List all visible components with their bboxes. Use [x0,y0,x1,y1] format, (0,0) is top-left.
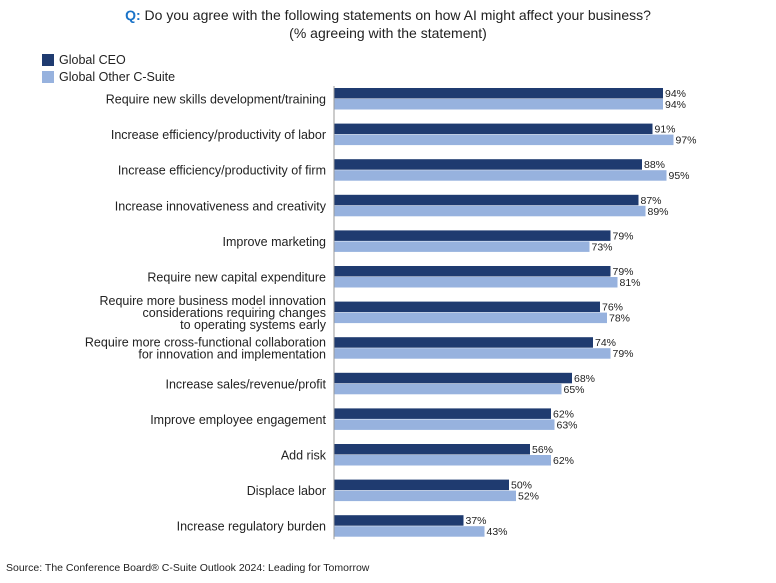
data-label-ceo: 76% [602,302,623,314]
legend: Global CEO Global Other C-Suite [42,51,175,85]
data-label-other-csuite: 79% [613,348,634,360]
bar-ceo [334,266,611,277]
bar-ceo [334,88,663,99]
data-label-other-csuite: 97% [676,135,697,147]
bar-ceo [334,515,464,526]
data-label-ceo: 91% [655,124,676,136]
legend-item-other-csuite: Global Other C-Suite [42,68,175,85]
data-label-ceo: 79% [613,266,634,278]
category-label-line: Displace labor [247,484,326,498]
category-label-line: Add risk [281,449,327,463]
category-label: Require more cross-functional collaborat… [85,336,326,362]
category-label: Increase efficiency/productivity of firm [118,164,326,178]
bar-other-csuite [334,419,555,430]
chart-title-block: Q: Do you agree with the following state… [0,6,776,42]
bar-other-csuite [334,241,590,252]
source-note: Source: The Conference Board® C-Suite Ou… [6,562,370,574]
data-label-other-csuite: 73% [592,241,613,253]
bar-ceo [334,159,642,170]
category-label: Require new capital expenditure [147,271,326,285]
data-label-ceo: 68% [574,373,595,385]
legend-swatch-other-csuite [42,70,54,83]
bar-ceo [334,337,593,348]
bar-ceo [334,444,530,455]
category-label-line: Increase innovativeness and creativity [115,199,327,213]
bar-other-csuite [334,348,611,359]
bar-other-csuite [334,277,618,288]
category-label-line: Increase efficiency/productivity of firm [118,164,326,178]
data-label-other-csuite: 95% [669,170,690,182]
category-label-line: Require more cross-functional collaborat… [85,336,326,350]
data-label-ceo: 88% [644,159,665,171]
category-label: Increase innovativeness and creativity [115,199,327,213]
category-label: Add risk [281,449,327,463]
category-label: Improve employee engagement [150,413,326,427]
bar-chart: Require new skills development/training 9… [85,86,697,540]
legend-label-ceo: Global CEO [59,52,126,67]
data-label-other-csuite: 43% [487,526,508,538]
category-label-line: Require more business model innovation [99,294,326,308]
bar-ceo [334,408,551,419]
data-label-other-csuite: 78% [609,313,630,325]
data-label-other-csuite: 52% [518,491,539,503]
bar-ceo [334,479,509,491]
category-label-line: Improve employee engagement [150,413,326,427]
bar-other-csuite [334,312,607,324]
category-label: Increase regulatory burden [177,520,326,534]
data-label-ceo: 74% [595,337,616,349]
data-label-ceo: 79% [613,230,634,242]
bar-other-csuite [334,205,646,217]
bar-ceo [334,123,653,135]
data-label-ceo: 56% [532,444,553,456]
chart-title-text: Do you agree with the following statemen… [144,7,651,23]
category-label-line: for innovation and implementation [138,348,326,362]
bar-ceo [334,301,600,313]
question-label: Q: [125,7,141,23]
data-label-ceo: 50% [511,480,532,492]
category-label-line: Require new skills development/training [106,93,326,107]
bar-other-csuite [334,383,562,395]
bar-ceo [334,194,639,206]
bar-ceo [334,372,572,384]
chart-title: Q: Do you agree with the following state… [0,6,776,24]
bar-other-csuite [334,99,663,110]
data-label-other-csuite: 89% [648,206,669,218]
category-label-line: to operating systems early [180,318,327,332]
bar-other-csuite [334,526,485,537]
data-label-other-csuite: 65% [564,384,585,396]
chart-subtitle: (% agreeing with the statement) [289,25,487,41]
data-label-other-csuite: 94% [665,99,686,111]
category-label-line: Increase regulatory burden [177,520,326,534]
bar-other-csuite [334,134,674,146]
category-label-line: Increase efficiency/productivity of labo… [111,128,326,142]
data-label-other-csuite: 81% [620,277,641,289]
data-label-other-csuite: 62% [553,455,574,467]
category-label: Displace labor [247,484,326,498]
category-label: Improve marketing [222,235,326,249]
legend-item-ceo: Global CEO [42,51,175,68]
data-label-other-csuite: 63% [557,419,578,431]
data-label-ceo: 62% [553,408,574,420]
bar-other-csuite [334,455,551,466]
category-label-line: considerations requiring changes [143,306,326,320]
data-label-ceo: 94% [665,88,686,100]
bar-other-csuite [334,490,516,502]
category-label-line: Increase sales/revenue/profit [165,377,326,391]
data-label-ceo: 87% [641,195,662,207]
category-label: Require new skills development/training [106,93,326,107]
category-label: Increase sales/revenue/profit [165,377,326,391]
category-label: Increase efficiency/productivity of labo… [111,128,326,142]
category-label-line: Improve marketing [222,235,326,249]
legend-label-other-csuite: Global Other C-Suite [59,69,176,84]
data-label-ceo: 37% [466,515,487,527]
bar-other-csuite [334,170,667,181]
category-label-line: Require new capital expenditure [147,271,326,285]
legend-swatch-ceo [42,53,54,66]
bar-ceo [334,230,611,241]
category-label: Require more business model innovation co… [99,294,326,332]
